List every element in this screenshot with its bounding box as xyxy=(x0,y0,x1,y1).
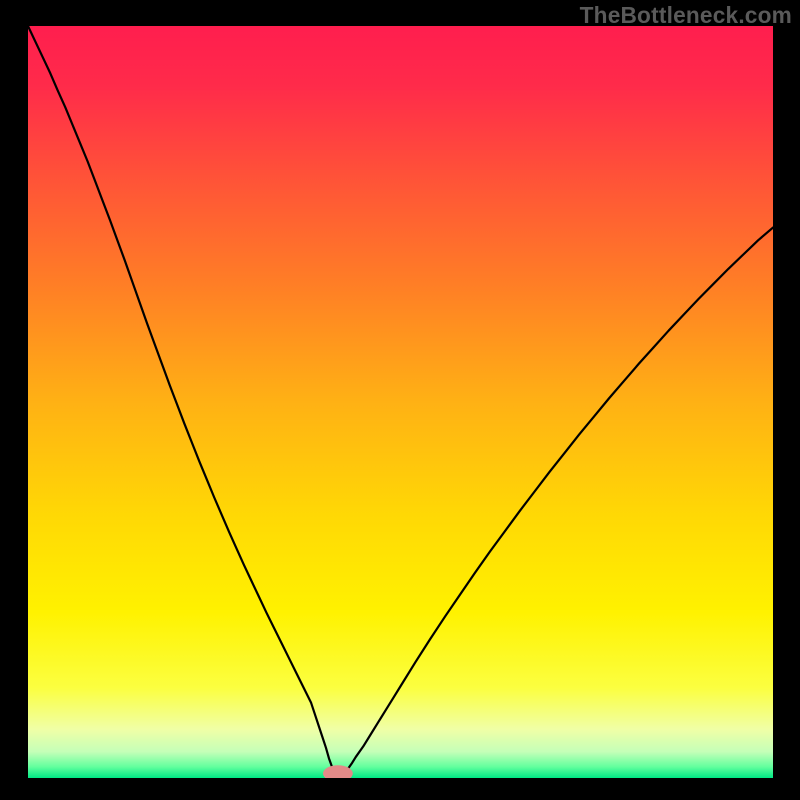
figure-root: TheBottleneck.com xyxy=(0,0,800,800)
watermark-text: TheBottleneck.com xyxy=(580,2,792,29)
plot-area xyxy=(28,26,773,778)
gradient-background xyxy=(28,26,773,778)
chart-svg xyxy=(28,26,773,778)
